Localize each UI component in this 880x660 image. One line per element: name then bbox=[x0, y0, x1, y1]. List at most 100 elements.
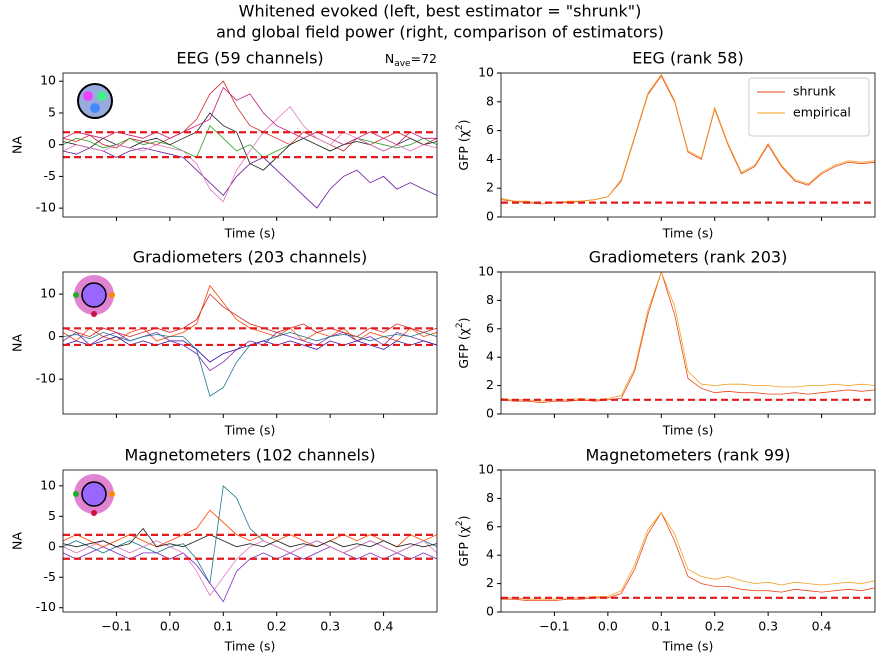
y-tick-label: 2 bbox=[486, 180, 494, 195]
x-tick-label: 0.1 bbox=[651, 619, 671, 634]
series-line bbox=[63, 125, 437, 158]
y-tick-label: 0 bbox=[48, 538, 56, 553]
y-tick-label: 6 bbox=[486, 320, 494, 335]
y-tick-label: 2 bbox=[486, 575, 494, 590]
y-tick-label: 10 bbox=[40, 286, 56, 301]
y-tick-label: 2 bbox=[486, 377, 494, 392]
y-tick-label: 6 bbox=[486, 122, 494, 137]
annotation-sub: ave bbox=[394, 59, 411, 69]
plot-area bbox=[501, 73, 875, 205]
series-line bbox=[63, 527, 437, 548]
x-axis-label: Time (s) bbox=[662, 639, 714, 654]
y-axis-label-part: ) bbox=[456, 317, 471, 322]
x-axis-label: Time (s) bbox=[224, 423, 276, 438]
series-line bbox=[63, 86, 437, 146]
sensor-head bbox=[73, 275, 115, 317]
series-line bbox=[63, 293, 437, 338]
y-axis-label-part: GFP (χ bbox=[456, 526, 471, 567]
plot-area bbox=[63, 284, 437, 397]
y-axis-label: GFP (χ2) bbox=[455, 119, 471, 170]
y-tick-label: 6 bbox=[486, 518, 494, 533]
series-line bbox=[63, 540, 437, 597]
chart-title: Gradiometers (rank 203) bbox=[589, 248, 788, 267]
series-line bbox=[501, 272, 875, 404]
plot-area bbox=[63, 484, 437, 603]
y-tick-label: 10 bbox=[40, 477, 56, 492]
y-axis-label-part: GFP (χ bbox=[456, 130, 471, 171]
chart-title: Magnetometers (102 channels) bbox=[124, 446, 375, 465]
series-line bbox=[501, 73, 875, 205]
x-tick-label: 0.0 bbox=[598, 619, 618, 634]
y-tick-label: 5 bbox=[48, 104, 56, 119]
y-tick-label: 0 bbox=[48, 136, 56, 151]
series-line bbox=[63, 336, 437, 363]
x-tick-label: 0.3 bbox=[758, 619, 778, 634]
y-tick-label: -10 bbox=[36, 371, 56, 386]
annotation-part: N bbox=[385, 51, 394, 66]
plot-area bbox=[501, 511, 875, 601]
x-tick-label: 0.0 bbox=[160, 619, 180, 634]
series-line bbox=[63, 331, 437, 397]
y-tick-label: 4 bbox=[486, 151, 494, 166]
y-tick-label: -5 bbox=[44, 168, 56, 183]
x-tick-label: −0.1 bbox=[539, 619, 569, 634]
x-tick-label: 0.1 bbox=[213, 619, 233, 634]
y-axis-label: NA bbox=[10, 334, 25, 352]
y-tick-label: 0 bbox=[486, 209, 494, 224]
y-axis-label-sup: 2 bbox=[455, 124, 465, 130]
annotation-part: =72 bbox=[411, 51, 437, 66]
chart-title: Gradiometers (203 channels) bbox=[133, 248, 367, 267]
chart-title: EEG (rank 58) bbox=[632, 49, 743, 68]
series-line bbox=[63, 80, 437, 152]
x-tick-label: −0.1 bbox=[101, 619, 131, 634]
x-tick-label: 0.3 bbox=[320, 619, 340, 634]
y-tick-label: 4 bbox=[486, 547, 494, 562]
plot-area bbox=[501, 272, 875, 404]
y-tick-label: -5 bbox=[44, 569, 56, 584]
series-line bbox=[501, 511, 875, 601]
y-tick-label: 0 bbox=[48, 328, 56, 343]
y-tick-label: 0 bbox=[486, 604, 494, 619]
axes-frame bbox=[500, 271, 876, 415]
chart-title: Magnetometers (rank 99) bbox=[585, 446, 790, 465]
axes-frame bbox=[500, 72, 876, 218]
y-axis-label: NA bbox=[10, 136, 25, 154]
y-tick-label: 4 bbox=[486, 349, 494, 364]
series-line bbox=[63, 284, 437, 342]
y-axis-label-part: GFP (χ bbox=[456, 328, 471, 369]
y-axis-label-part: ) bbox=[456, 119, 471, 124]
x-axis-label: Time (s) bbox=[662, 226, 714, 241]
plot-area bbox=[63, 80, 437, 209]
y-axis-label: GFP (χ2) bbox=[455, 515, 471, 566]
series-line bbox=[63, 546, 437, 603]
axes-frame bbox=[62, 271, 438, 415]
y-tick-label: 8 bbox=[486, 490, 494, 505]
legend-label: shrunk bbox=[793, 84, 836, 99]
y-axis-label-sup: 2 bbox=[455, 322, 465, 328]
x-axis-label: Time (s) bbox=[224, 226, 276, 241]
suptitle: and global field power (right, compariso… bbox=[216, 23, 664, 42]
legend-label: empirical bbox=[793, 105, 851, 120]
sensor-head bbox=[77, 83, 113, 119]
axes-frame bbox=[500, 469, 876, 613]
y-tick-label: 10 bbox=[40, 73, 56, 88]
annotation: Nave=72 bbox=[385, 51, 437, 69]
series-line bbox=[501, 272, 875, 402]
y-tick-label: 10 bbox=[478, 65, 494, 80]
y-axis-label: NA bbox=[10, 532, 25, 550]
y-tick-label: 5 bbox=[48, 508, 56, 523]
x-tick-label: 0.2 bbox=[705, 619, 725, 634]
x-tick-label: 0.4 bbox=[812, 619, 832, 634]
x-axis-label: Time (s) bbox=[224, 639, 276, 654]
y-tick-label: 0 bbox=[486, 406, 494, 421]
series-line bbox=[501, 511, 875, 600]
y-tick-label: 10 bbox=[478, 462, 494, 477]
suptitle: Whitened evoked (left, best estimator = … bbox=[239, 2, 642, 21]
x-tick-label: 0.4 bbox=[374, 619, 394, 634]
series-line bbox=[501, 75, 875, 205]
y-axis-label-part: ) bbox=[456, 515, 471, 520]
sensor-head bbox=[73, 474, 115, 516]
x-axis-label: Time (s) bbox=[662, 423, 714, 438]
y-tick-label: -10 bbox=[36, 599, 56, 614]
